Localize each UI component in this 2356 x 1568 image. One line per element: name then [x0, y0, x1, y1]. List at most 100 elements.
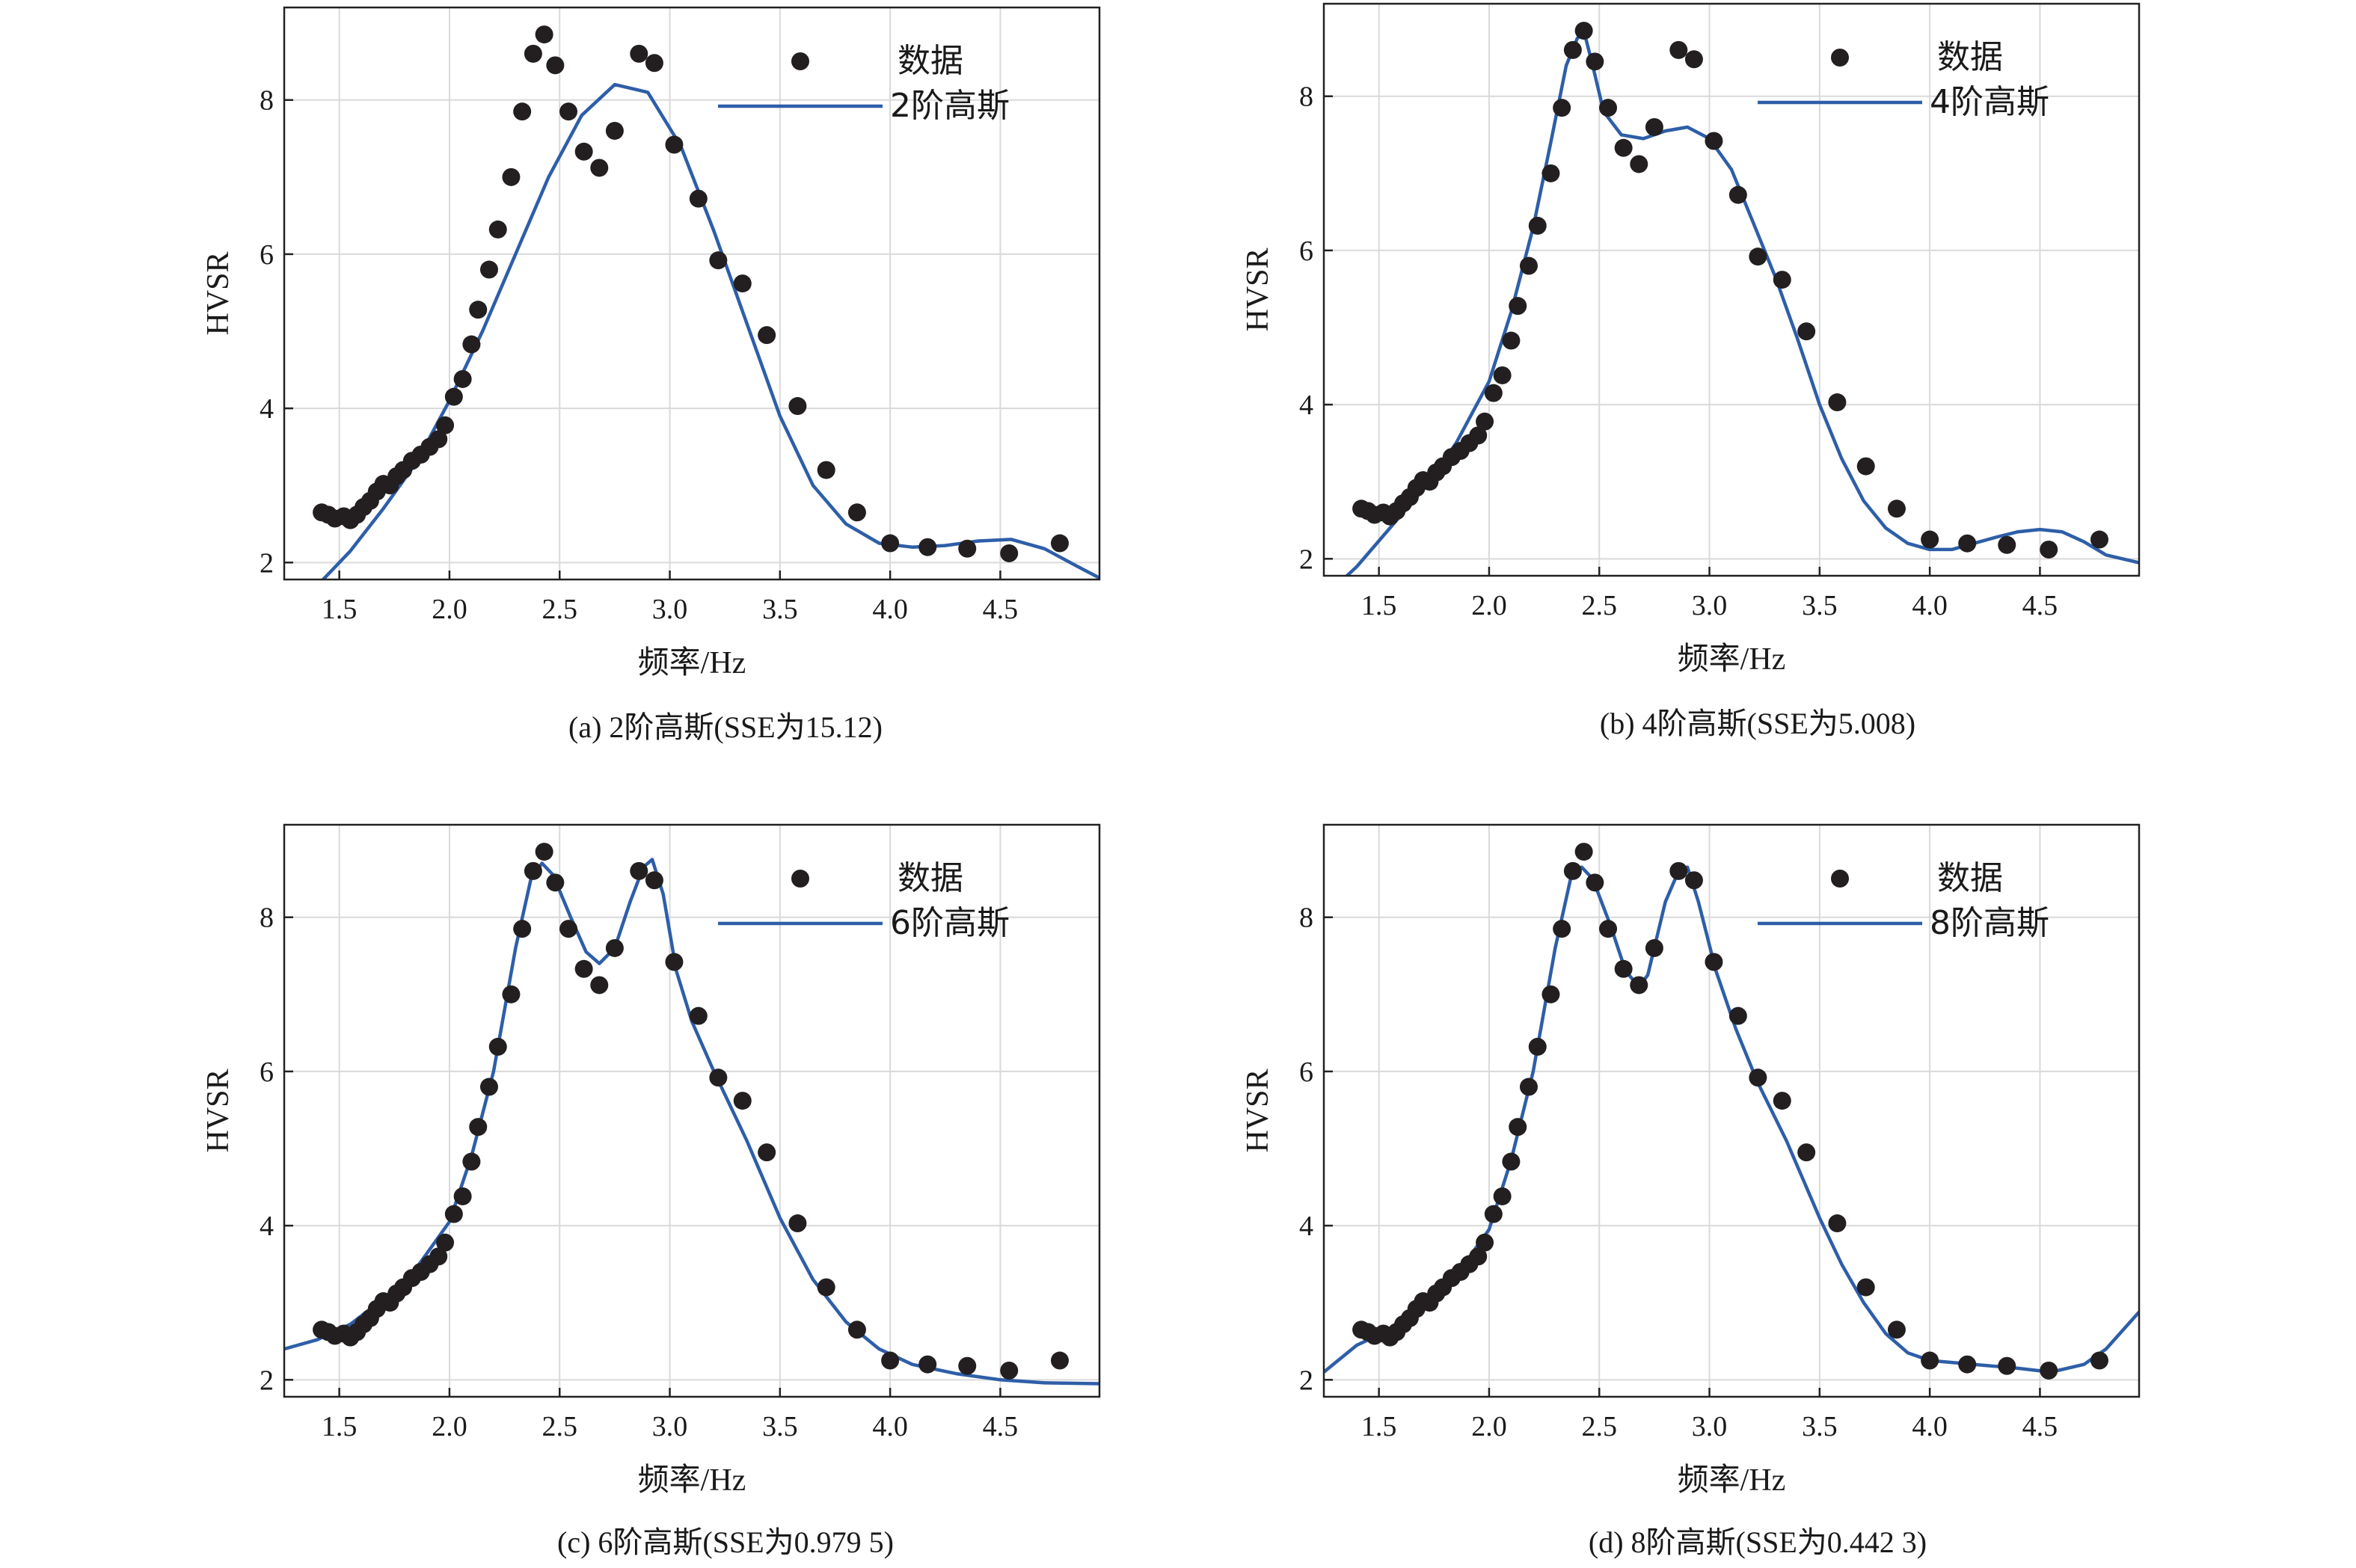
data-point [1614, 959, 1633, 978]
data-point [1541, 164, 1560, 182]
data-point [1669, 861, 1688, 880]
data-point [2040, 1361, 2058, 1380]
y-tick-label: 2 [1299, 544, 1313, 575]
data-point [1586, 52, 1604, 71]
data-point [1586, 873, 1604, 892]
data-point [1669, 40, 1688, 59]
data-point [1828, 1214, 1847, 1233]
panel-a: 1.5 2.0 2.5 3.0 3.5 4.0 4.5 2 4 6 8 频率/Hz HVSR 数据 2阶高斯 [201, 6, 1101, 680]
x-axis-label: 频率/Hz [638, 645, 746, 680]
legend-marker-points [1831, 870, 1849, 888]
data-point [462, 335, 481, 354]
data-point [2090, 1351, 2108, 1370]
x-tick-label: 2.5 [542, 594, 577, 625]
x-tick-label: 4.0 [872, 594, 908, 625]
caption-d: (d) 8阶高斯(SSE为0.442 3) [1588, 1525, 1927, 1559]
y-axis-label: HVSR [1241, 248, 1275, 331]
data-point [1476, 1233, 1494, 1252]
data-point [645, 871, 663, 890]
data-point [1998, 1356, 2016, 1375]
data-point [1000, 1361, 1019, 1380]
legend-label-line: 4阶高斯 [1930, 83, 2049, 121]
data-point [1574, 22, 1593, 40]
x-tick-label: 2.0 [1471, 1411, 1507, 1442]
data-point [1563, 861, 1582, 880]
data-point [524, 44, 542, 63]
data-point [1493, 366, 1512, 384]
x-tick-label: 4.0 [1912, 1411, 1948, 1442]
data-point [1000, 544, 1019, 562]
data-point [881, 1351, 900, 1370]
x-tick-label: 1.5 [322, 594, 358, 625]
y-tick-label: 6 [260, 1057, 274, 1088]
x-tick-label: 1.5 [1361, 1411, 1397, 1442]
y-axis-label: HVSR [1241, 1069, 1275, 1152]
data-point [1887, 499, 1906, 518]
data-point [645, 54, 663, 73]
data-point [630, 44, 648, 63]
data-point [502, 985, 521, 1003]
data-point [1749, 1069, 1767, 1087]
x-tick-label: 3.5 [1802, 590, 1838, 621]
data-point [689, 1006, 708, 1025]
data-point [788, 1214, 807, 1233]
y-tick-label: 8 [1299, 903, 1313, 934]
y-tick-label: 8 [1299, 82, 1313, 113]
x-tick-label: 2.0 [432, 594, 467, 625]
data-point [469, 301, 488, 319]
y-tick-label: 2 [260, 1365, 274, 1396]
y-tick-label: 6 [1299, 1057, 1313, 1088]
legend-marker-points [791, 52, 809, 70]
data-point [817, 1278, 835, 1297]
data-point [429, 1247, 448, 1266]
x-axis-label: 频率/Hz [638, 1463, 746, 1498]
data-point [733, 274, 752, 293]
data-point [1599, 99, 1618, 117]
data-point [453, 369, 472, 388]
data-point [444, 387, 463, 406]
data-point [918, 1355, 937, 1374]
data-point [444, 1205, 463, 1223]
data-point [817, 461, 835, 479]
x-tick-label: 2.5 [1581, 1411, 1617, 1442]
data-point [2040, 540, 2058, 559]
data-point [1553, 99, 1571, 117]
data-point [758, 326, 776, 345]
data-point [513, 920, 532, 938]
caption-c: (c) 6阶高斯(SSE为0.979 5) [557, 1525, 894, 1559]
x-tick-label: 4.5 [983, 1411, 1019, 1442]
plot-frame [1322, 2, 2141, 577]
data-point [1684, 871, 1703, 890]
panel-c: 1.5 2.0 2.5 3.0 3.5 4.0 4.5 2 4 6 8 频率/Hz HVSR 数据 6阶高斯 [201, 823, 1101, 1498]
legend-marker-points [791, 870, 809, 888]
plot-frame [283, 823, 1101, 1398]
data-point [479, 1077, 498, 1096]
data-point [1749, 248, 1767, 266]
data-point [1630, 155, 1648, 173]
data-point [1998, 535, 2016, 554]
data-point [590, 976, 609, 994]
legend-label-line: 8阶高斯 [1930, 904, 2049, 942]
data-point [1502, 1152, 1521, 1171]
data-point [462, 1152, 481, 1171]
data-point [958, 1356, 977, 1375]
data-point [847, 1320, 866, 1339]
legend-marker-points [1831, 49, 1849, 67]
data-point [630, 861, 648, 880]
data-point [1645, 117, 1663, 136]
y-axis-label: HVSR [201, 251, 236, 335]
data-point [689, 189, 708, 208]
data-point [1528, 216, 1547, 235]
fit-curve [320, 82, 1099, 579]
caption-b: (b) 4阶高斯(SSE为5.008) [1599, 707, 1916, 740]
data-point [546, 56, 565, 75]
data-point [1469, 1247, 1488, 1266]
data-point [574, 142, 593, 161]
data-point [1728, 1006, 1747, 1025]
y-tick-label: 4 [1299, 1211, 1313, 1242]
data-point [1541, 985, 1560, 1003]
data-point [479, 260, 498, 279]
x-tick-label: 3.5 [1802, 1411, 1838, 1442]
data-point [590, 159, 609, 177]
data-point [1050, 534, 1069, 553]
